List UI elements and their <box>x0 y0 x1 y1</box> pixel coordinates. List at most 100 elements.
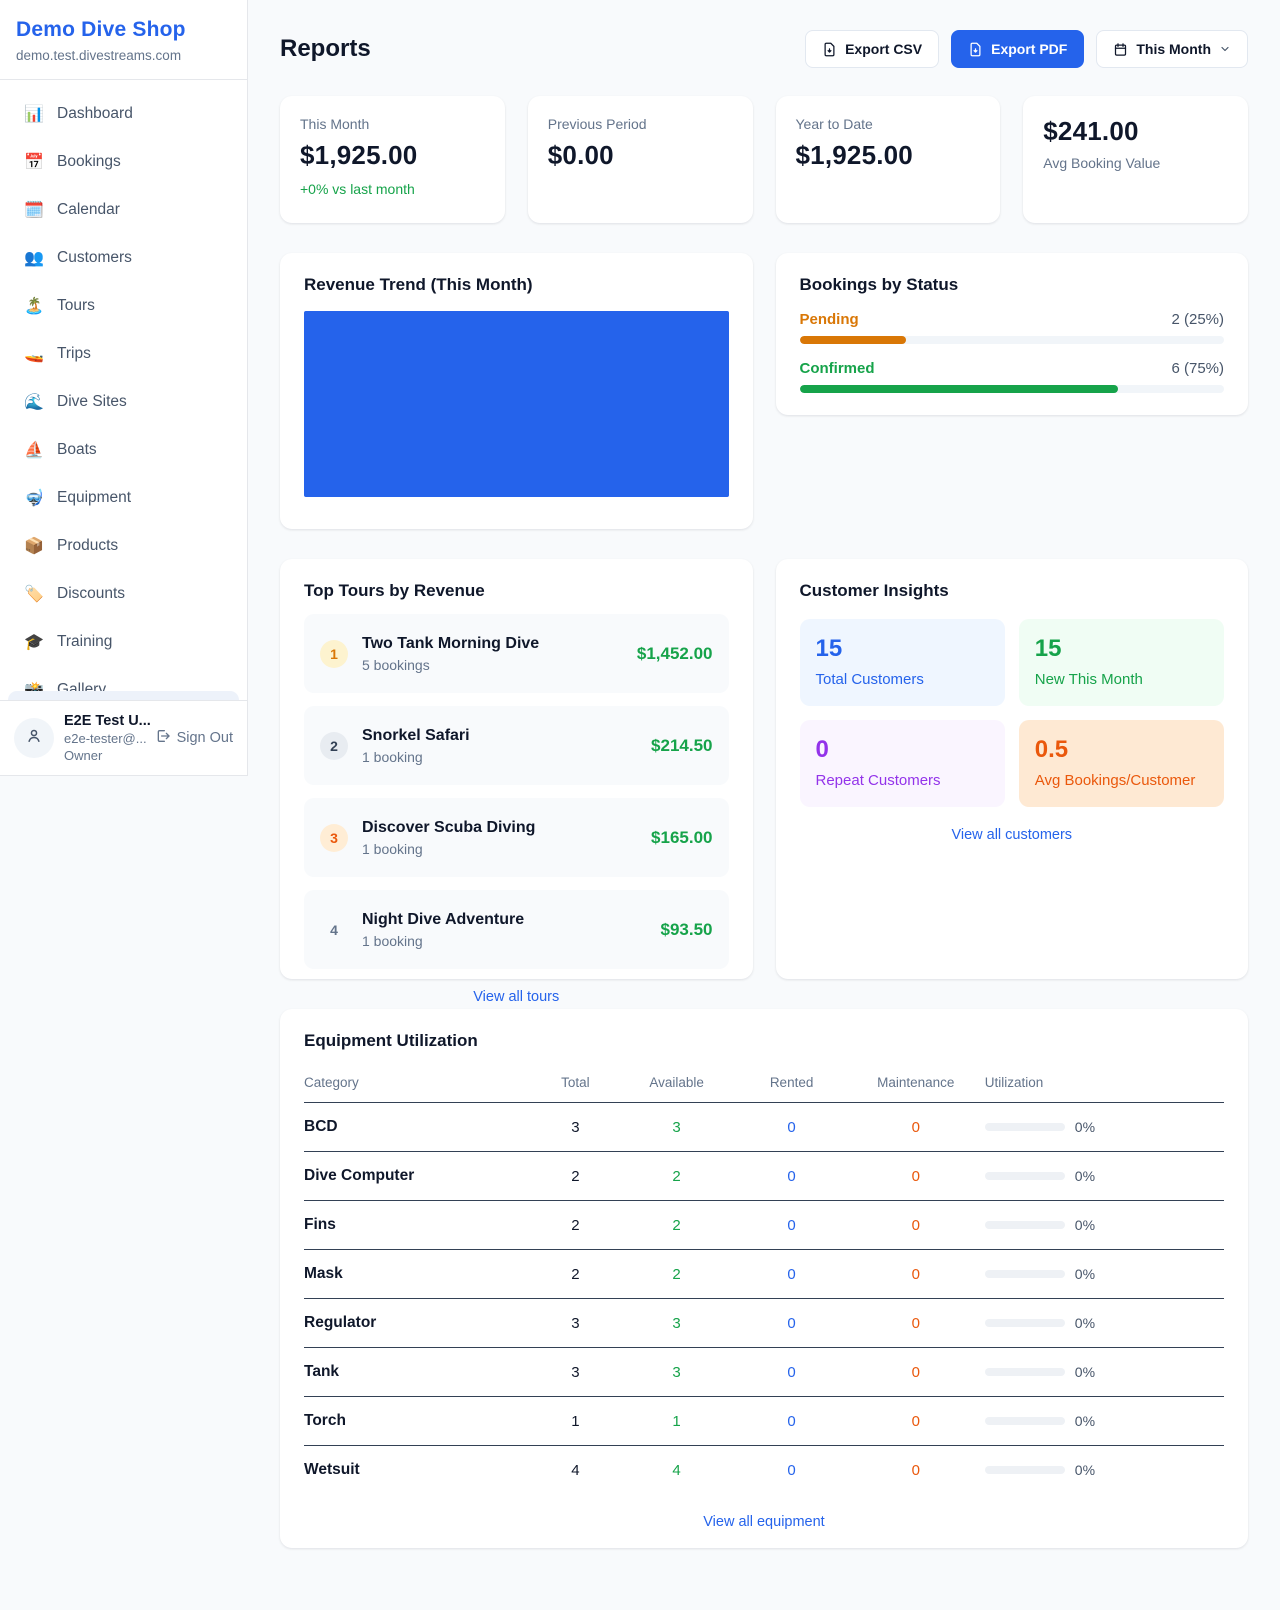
view-all-equipment-link[interactable]: View all equipment <box>703 1514 825 1530</box>
sidebar: Demo Dive Shop demo.test.divestreams.com… <box>0 0 248 776</box>
sidebar-item-label: Bookings <box>57 153 121 170</box>
equipment-total: 3 <box>534 1298 617 1348</box>
period-label: This Month <box>1136 41 1211 57</box>
training-icon: 🎓 <box>24 634 44 651</box>
equipment-row-tank: Tank 3 3 0 0 0% <box>304 1347 1224 1397</box>
status-progress-fill <box>799 385 1118 393</box>
status-count: 6 (75%) <box>1171 360 1224 377</box>
utilization-bar-track <box>984 1368 1065 1376</box>
sidebar-item-calendar[interactable]: 🗓️ Calendar <box>8 190 239 230</box>
insight-value: 15 <box>1034 635 1062 662</box>
utilization-percent: 0% <box>1074 1413 1096 1429</box>
equipment-rented: 0 <box>736 1347 847 1397</box>
stat-label: Avg Booking Value <box>1043 155 1161 171</box>
customer-insights-title: Customer Insights <box>799 581 949 600</box>
export-pdf-label: Export PDF <box>991 41 1068 57</box>
sidebar-item-products[interactable]: 📦 Products <box>8 526 239 566</box>
sidebar-item-boats[interactable]: ⛵ Boats <box>8 430 239 470</box>
user-icon <box>25 727 43 750</box>
equipment-row-dive-computer: Dive Computer 2 2 0 0 0% <box>304 1151 1224 1201</box>
sidebar-item-label: Dashboard <box>57 105 133 122</box>
discounts-icon: 🏷️ <box>24 586 44 603</box>
stat-card-previous-period: Previous Period $0.00 <box>527 96 753 223</box>
equipment-category: Mask <box>304 1249 534 1299</box>
equipment-category: Dive Computer <box>304 1151 534 1201</box>
sidebar-item-training[interactable]: 🎓 Training <box>8 622 239 662</box>
tour-rank-badge: 3 <box>320 823 348 852</box>
sidebar-item-bookings[interactable]: 📅 Bookings <box>8 142 239 182</box>
tour-item-snorkel-safari[interactable]: 2 Snorkel Safari 1 booking $214.50 <box>304 706 729 785</box>
utilization-bar-track <box>984 1466 1065 1474</box>
export-csv-button[interactable]: Export CSV <box>805 30 940 68</box>
utilization-bar-track <box>984 1221 1065 1229</box>
view-all-customers-link[interactable]: View all customers <box>951 827 1073 843</box>
equipment-total: 1 <box>534 1396 617 1446</box>
utilization-bar-track <box>984 1172 1065 1180</box>
equipment-maintenance: 0 <box>846 1102 985 1152</box>
sidebar-item-tours[interactable]: 🏝️ Tours <box>8 286 239 326</box>
stat-value: $1,925.00 <box>300 140 418 170</box>
sidebar-item-label: Tours <box>57 297 95 314</box>
export-pdf-button[interactable]: Export PDF <box>951 30 1085 68</box>
tour-rank-badge: 2 <box>320 731 348 760</box>
sidebar-item-label: Discounts <box>57 585 126 602</box>
calendar-icon: 🗓️ <box>24 202 44 219</box>
sidebar-item-dashboard[interactable]: 📊 Dashboard <box>8 94 239 134</box>
tour-item-discover-scuba-diving[interactable]: 3 Discover Scuba Diving 1 booking $165.0… <box>304 798 729 877</box>
sign-out-icon <box>155 728 171 748</box>
sidebar-item-label: Products <box>57 537 119 554</box>
customers-icon: 👥 <box>24 250 44 267</box>
sidebar-item-equipment[interactable]: 🤿 Equipment <box>8 478 239 518</box>
stat-value: $241.00 <box>1043 116 1139 146</box>
utilization-percent: 0% <box>1074 1462 1096 1478</box>
equipment-table: Category Total Available Rented Maintenance U… <box>304 1065 1224 1494</box>
equipment-maintenance: 0 <box>846 1151 985 1201</box>
utilization-percent: 0% <box>1074 1315 1096 1331</box>
tour-name: Night Dive Adventure <box>362 910 525 928</box>
avatar <box>14 718 54 758</box>
sidebar-item-discounts[interactable]: 🏷️ Discounts <box>8 574 239 614</box>
column-header-rented: Rented <box>736 1065 847 1103</box>
equipment-maintenance: 0 <box>846 1249 985 1299</box>
status-row-confirmed: Confirmed 6 (75%) <box>799 360 1224 393</box>
equipment-row-fins: Fins 2 2 0 0 0% <box>304 1200 1224 1250</box>
equipment-total: 2 <box>534 1200 617 1250</box>
tour-item-night-dive-adventure[interactable]: 4 Night Dive Adventure 1 booking $93.50 <box>304 890 729 969</box>
shop-domain: demo.test.divestreams.com <box>16 48 182 63</box>
equipment-maintenance: 0 <box>911 1461 920 1479</box>
equipment-category: Tank <box>304 1347 534 1397</box>
revenue-trend-title: Revenue Trend (This Month) <box>304 275 533 294</box>
status-progress-track <box>799 336 1224 344</box>
sidebar-item-label: Training <box>57 633 113 650</box>
utilization-percent: 0% <box>1074 1119 1096 1135</box>
period-dropdown[interactable]: This Month <box>1096 30 1248 68</box>
top-tours-title: Top Tours by Revenue <box>304 581 485 600</box>
calendar-icon <box>1113 42 1128 57</box>
revenue-trend-card: Revenue Trend (This Month) <box>280 253 753 529</box>
equipment-total: 3 <box>534 1347 617 1397</box>
insight-label: Avg Bookings/Customer <box>1034 772 1196 789</box>
equipment-available: 2 <box>616 1249 737 1299</box>
sidebar-item-dive-sites[interactable]: 🌊 Dive Sites <box>8 382 239 422</box>
file-download-icon <box>968 42 983 57</box>
equipment-rented: 0 <box>736 1200 847 1250</box>
stat-card-avg-booking-value: $241.00 Avg Booking Value <box>1023 96 1248 223</box>
view-all-tours-link[interactable]: View all tours <box>473 989 560 1005</box>
equipment-row-wetsuit: Wetsuit 4 4 0 0 0% <box>304 1446 1224 1495</box>
sign-out-button[interactable]: Sign Out <box>155 728 233 748</box>
sidebar-item-customers[interactable]: 👥 Customers <box>8 238 239 278</box>
dashboard-icon: 📊 <box>24 106 44 123</box>
equipment-row-regulator: Regulator 3 3 0 0 0% <box>304 1298 1224 1348</box>
equipment-maintenance: 0 <box>846 1298 985 1348</box>
sidebar-item-label: Equipment <box>57 489 132 506</box>
equipment-maintenance: 0 <box>846 1347 985 1397</box>
main-content: Reports Export CSV Export PDF <box>248 0 1280 1548</box>
bookings-icon: 📅 <box>24 154 44 171</box>
sidebar-item-trips[interactable]: 🚤 Trips <box>8 334 239 374</box>
tour-item-two-tank-morning-dive[interactable]: 1 Two Tank Morning Dive 5 bookings $1,45… <box>304 614 729 693</box>
equipment-rented: 0 <box>736 1396 847 1446</box>
column-header-category: Category <box>304 1065 534 1103</box>
stat-card-year-to-date: Year to Date $1,925.00 <box>775 96 1001 223</box>
equipment-total: 3 <box>534 1102 617 1152</box>
sidebar-active-item-partial[interactable] <box>8 691 239 700</box>
